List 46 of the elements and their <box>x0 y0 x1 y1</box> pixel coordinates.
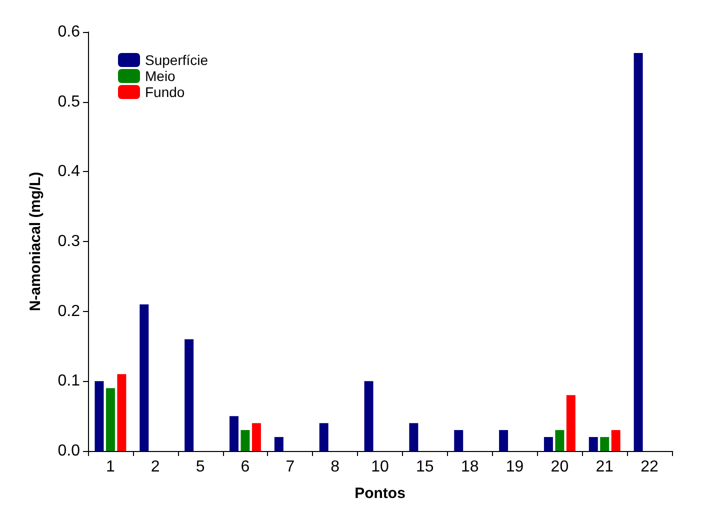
x-tick-label: 22 <box>640 458 659 476</box>
x-tick-label: 15 <box>416 458 434 476</box>
bar <box>94 381 104 451</box>
bar <box>274 437 284 451</box>
bar <box>184 339 194 451</box>
bar <box>588 437 598 451</box>
bar <box>364 381 374 451</box>
bar <box>106 388 115 451</box>
x-tick-label: 8 <box>330 458 340 476</box>
y-tick-label: 0.1 <box>58 372 80 390</box>
bar <box>230 416 238 451</box>
y-tick-label: 0.3 <box>58 233 80 250</box>
x-tick-label: 5 <box>196 458 205 476</box>
bar <box>252 423 261 451</box>
bar <box>240 430 250 451</box>
x-tick-label: 1 <box>106 458 116 476</box>
legend-label: Meio <box>145 68 176 84</box>
x-tick-label: 6 <box>240 458 250 476</box>
bar <box>544 437 553 451</box>
x-tick-label: 19 <box>506 458 524 476</box>
bar <box>319 423 328 451</box>
y-tick-label: 0.4 <box>58 163 80 180</box>
x-tick-label: 2 <box>150 458 160 476</box>
x-tick-label: 21 <box>596 458 614 476</box>
bar <box>566 395 576 451</box>
y-tick-label: 0.5 <box>58 93 80 110</box>
x-tick-label: 10 <box>371 458 389 476</box>
bar <box>409 423 418 451</box>
bar <box>634 52 643 451</box>
x-axis-title: Pontos <box>354 485 406 502</box>
x-tick-label: 18 <box>460 458 479 476</box>
bar <box>140 304 149 451</box>
bar <box>555 430 564 451</box>
bar <box>454 430 464 451</box>
x-tick-label: 20 <box>550 458 569 476</box>
bar <box>600 437 610 451</box>
bar <box>499 430 508 451</box>
y-tick-label: 0.2 <box>58 302 80 320</box>
x-tick-label: 7 <box>286 458 295 476</box>
legend-label: Superfície <box>145 52 208 68</box>
y-tick-label: 0.0 <box>58 442 80 460</box>
bar <box>117 374 126 451</box>
legend-label: Fundo <box>145 84 185 100</box>
y-tick-label: 0.6 <box>58 24 80 40</box>
y-axis-title: N-amoniacal (mg/L) <box>27 172 44 312</box>
bar <box>611 430 620 451</box>
